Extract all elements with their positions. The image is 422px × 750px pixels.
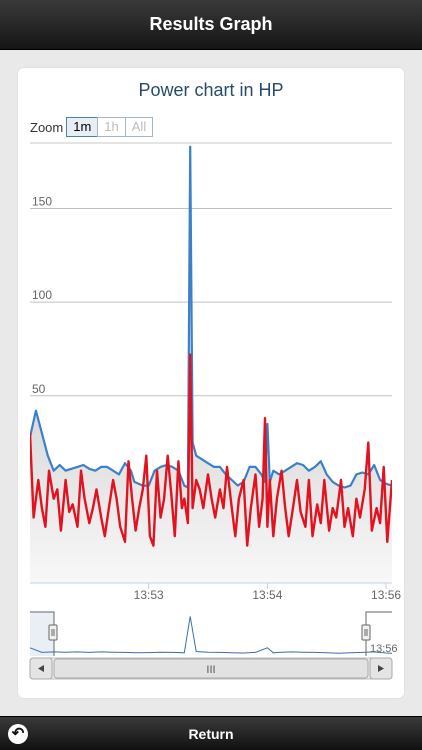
scroll-right-arrow-icon [378,665,384,672]
navigator-scrollbar[interactable]: III [29,657,393,680]
return-button[interactable]: Return [0,717,422,750]
navigator-series [29,616,393,654]
x-axis: 13:53 13:54 13:56 [30,582,401,602]
series-line-blue [30,145,392,489]
navigator[interactable]: 13:56 [29,611,398,656]
zoom-label: Zoom [30,119,64,135]
navigator-handle-left [48,624,58,641]
y-tick-label: 150 [32,195,52,209]
app-title-bar: Results Graph [0,0,422,50]
zoom-selector: Zoom 1m 1h All [30,116,154,138]
scrollbar-thumb [53,658,369,679]
navigator-handle-right [361,624,371,641]
zoom-button-all[interactable]: All [124,117,154,137]
x-tick-label: 13:53 [134,588,164,602]
scroll-left-arrow-icon [38,665,44,672]
series-line-red [30,353,392,547]
y-tick-label: 100 [32,288,52,302]
chart-area-fill [30,146,392,583]
navigator-time-label: 13:56 [370,643,398,655]
scrollbar-grip-icon: III [206,664,215,676]
page-title: Results Graph [149,14,273,34]
navigator-frame [30,612,392,656]
x-tick-label: 13:54 [252,588,282,602]
return-arrow-icon[interactable]: ↶ [8,724,28,744]
chart-title: Power chart in HP [138,80,284,100]
return-label: Return [188,726,234,742]
y-tick-label: 50 [32,382,46,396]
bottom-bar: ↶ Return [0,716,422,750]
chart-card [18,68,404,698]
x-tick-label: 13:56 [371,588,401,602]
navigator-outline [30,611,392,656]
